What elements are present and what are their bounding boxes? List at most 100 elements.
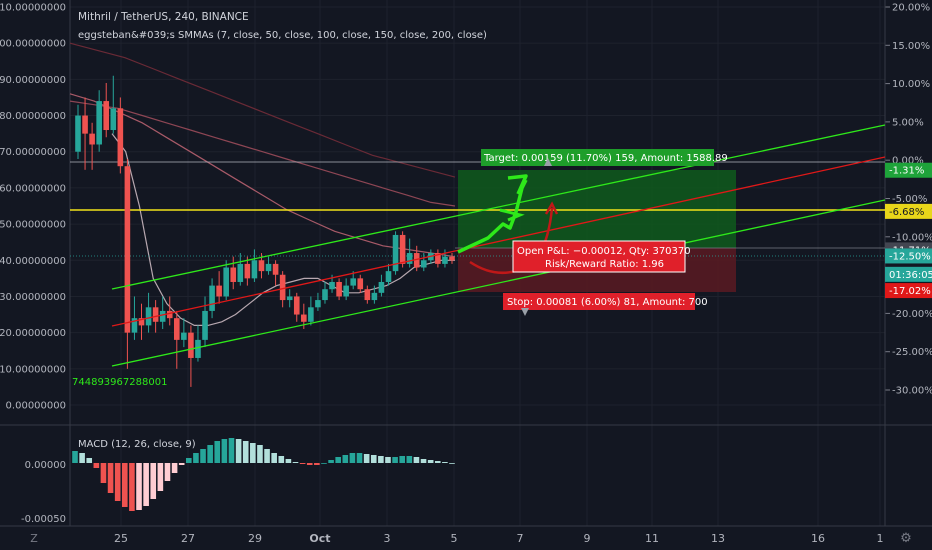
symbol-title[interactable]: Mithril / TetherUS, 240, BINANCE [78, 11, 249, 23]
candle-body [343, 285, 349, 297]
x-tick-label: 7 [517, 532, 524, 545]
stop-label-box[interactable] [503, 293, 695, 310]
right-tick-label: 15.00% [892, 41, 930, 52]
candle-body [315, 300, 321, 308]
macd-bar [356, 453, 363, 463]
candle-body [173, 318, 180, 340]
macd-bar [150, 463, 157, 499]
macd-tick-zero: 0.00000 [25, 460, 66, 471]
candle-body [195, 339, 201, 358]
right-tick-label: -10.00% [892, 232, 932, 243]
macd-bar [278, 456, 285, 463]
candle-body [103, 101, 110, 131]
macd-bar [93, 463, 100, 468]
macd-bar [314, 463, 320, 465]
x-tick-label: 9 [584, 532, 591, 545]
macd-bar [328, 460, 334, 463]
candle-body [223, 267, 229, 297]
candle-body [202, 310, 208, 340]
macd-bar [228, 438, 235, 463]
x-tick-label: 27 [181, 532, 195, 545]
x-tick-label: 3 [384, 532, 391, 545]
target-zone [458, 170, 736, 248]
macd-bar [257, 445, 263, 463]
candle-body [413, 253, 420, 268]
pnl-label-box[interactable] [512, 240, 686, 273]
target-label-box[interactable] [481, 149, 714, 166]
indicator-legend[interactable]: eggsteban&#039;s SMMAs (7, close, 50, cl… [78, 30, 487, 41]
channel-upper-line[interactable] [111, 124, 886, 290]
candle-body [420, 260, 427, 268]
stop-handle-icon[interactable] [521, 308, 529, 316]
macd-bar [157, 463, 164, 491]
z-icon[interactable]: Z [30, 532, 38, 545]
candle-body [364, 289, 371, 301]
candle-body [117, 108, 124, 167]
candle-body [336, 281, 342, 297]
macd-bar [420, 459, 427, 463]
candle-body [82, 115, 88, 134]
macd-bar [385, 457, 391, 463]
badge-label: -17.02% [889, 286, 931, 297]
smma-line [69, 42, 456, 178]
macd-bar [413, 457, 420, 463]
left-tick-label: 50.00000000 [0, 220, 66, 231]
green-arrowhead [507, 174, 528, 195]
macd-bar [335, 457, 341, 463]
candle-body [293, 296, 300, 315]
right-tick-label: -30.00% [892, 386, 932, 397]
macd-bar [136, 463, 142, 510]
right-tick-label: 10.00% [892, 79, 930, 90]
x-tick-label: 1 [877, 532, 884, 545]
candle-body [350, 278, 357, 286]
right-percent-axis: 20.00% 15.00% 10.00% 5.00% 0.00% -5.00% -10.00… [885, 3, 932, 397]
macd-bar [107, 463, 114, 493]
left-tick-label: 10.00000000 [0, 364, 66, 375]
candle-body [449, 256, 455, 261]
channel-lower-line[interactable] [111, 199, 886, 367]
candle-body [265, 263, 272, 272]
badge-label: 01:36:05 [889, 270, 932, 281]
right-tick-label: -25.00% [892, 347, 932, 358]
stop-label: Stop: 0.00081 (6.00%) 81, Amount: 700 [507, 297, 708, 308]
macd-bar [250, 443, 256, 463]
badge-box [885, 203, 932, 219]
volume-note: 744893967288001 [72, 377, 167, 388]
macd-bar [449, 463, 455, 464]
candle-body [378, 281, 385, 293]
right-tick-label: 20.00% [892, 3, 930, 14]
macd-bar [363, 454, 370, 463]
right-tick-label: -5.00% [892, 194, 927, 205]
candle-body [392, 234, 399, 272]
candle-body [152, 307, 159, 322]
right-tick-label: 0.00% [892, 156, 924, 167]
candle-body [138, 318, 145, 326]
candle-body [279, 274, 286, 301]
smma-lines [69, 42, 456, 326]
gear-icon[interactable]: ⚙ [900, 531, 912, 546]
red-arrowhead [544, 201, 559, 215]
pnl-label: Open P&L: −0.00012, Qty: 370370 [517, 246, 691, 257]
macd-title[interactable]: MACD (12, 26, close, 9) [78, 439, 196, 450]
macd-bar [271, 453, 277, 463]
macd-bar [207, 445, 213, 463]
macd-bar [171, 463, 178, 473]
macd-bar [221, 439, 228, 463]
left-tick-label: 40.00000000 [0, 256, 66, 267]
macd-bar [349, 453, 356, 463]
channel-mid-line[interactable] [111, 156, 886, 327]
macd-bar [114, 463, 121, 501]
x-tick-label: 29 [248, 532, 262, 545]
macd-bar [200, 449, 206, 463]
green-arrow-branch [499, 208, 525, 222]
x-tick-label: 11 [645, 532, 659, 545]
candle-body [385, 271, 392, 282]
left-tick-label: 20.00000000 [0, 328, 66, 339]
macd-bar [129, 463, 135, 511]
macd-bar [164, 463, 171, 481]
target-handle-icon[interactable] [544, 158, 552, 166]
price-badges: -1.31%-6.68%-11.71%-12.50%01:36:05-17.02… [885, 162, 932, 299]
candle-body [75, 115, 81, 152]
macd-bar [285, 459, 292, 463]
